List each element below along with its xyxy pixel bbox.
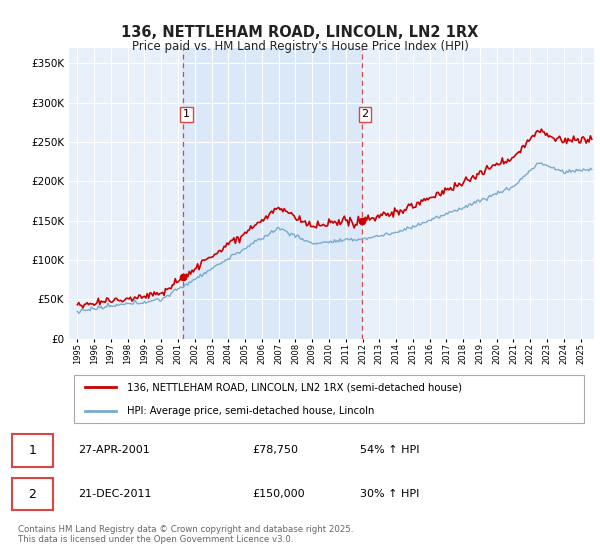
Text: 2: 2 xyxy=(28,488,37,501)
Text: 136, NETTLEHAM ROAD, LINCOLN, LN2 1RX: 136, NETTLEHAM ROAD, LINCOLN, LN2 1RX xyxy=(121,25,479,40)
Text: 27-APR-2001: 27-APR-2001 xyxy=(78,445,150,455)
Text: 1: 1 xyxy=(28,444,37,457)
Text: HPI: Average price, semi-detached house, Lincoln: HPI: Average price, semi-detached house,… xyxy=(127,405,374,416)
Text: Contains HM Land Registry data © Crown copyright and database right 2025.
This d: Contains HM Land Registry data © Crown c… xyxy=(18,525,353,544)
Text: 136, NETTLEHAM ROAD, LINCOLN, LN2 1RX (semi-detached house): 136, NETTLEHAM ROAD, LINCOLN, LN2 1RX (s… xyxy=(127,382,462,393)
Text: 30% ↑ HPI: 30% ↑ HPI xyxy=(360,489,419,499)
Text: £150,000: £150,000 xyxy=(252,489,305,499)
Text: 54% ↑ HPI: 54% ↑ HPI xyxy=(360,445,419,455)
Text: 2: 2 xyxy=(361,110,368,119)
FancyBboxPatch shape xyxy=(74,375,583,423)
Text: Price paid vs. HM Land Registry's House Price Index (HPI): Price paid vs. HM Land Registry's House … xyxy=(131,40,469,53)
Text: 21-DEC-2011: 21-DEC-2011 xyxy=(78,489,151,499)
Bar xyxy=(184,48,362,339)
Text: £78,750: £78,750 xyxy=(252,445,298,455)
Text: 1: 1 xyxy=(183,110,190,119)
FancyBboxPatch shape xyxy=(12,478,53,510)
FancyBboxPatch shape xyxy=(12,434,53,466)
